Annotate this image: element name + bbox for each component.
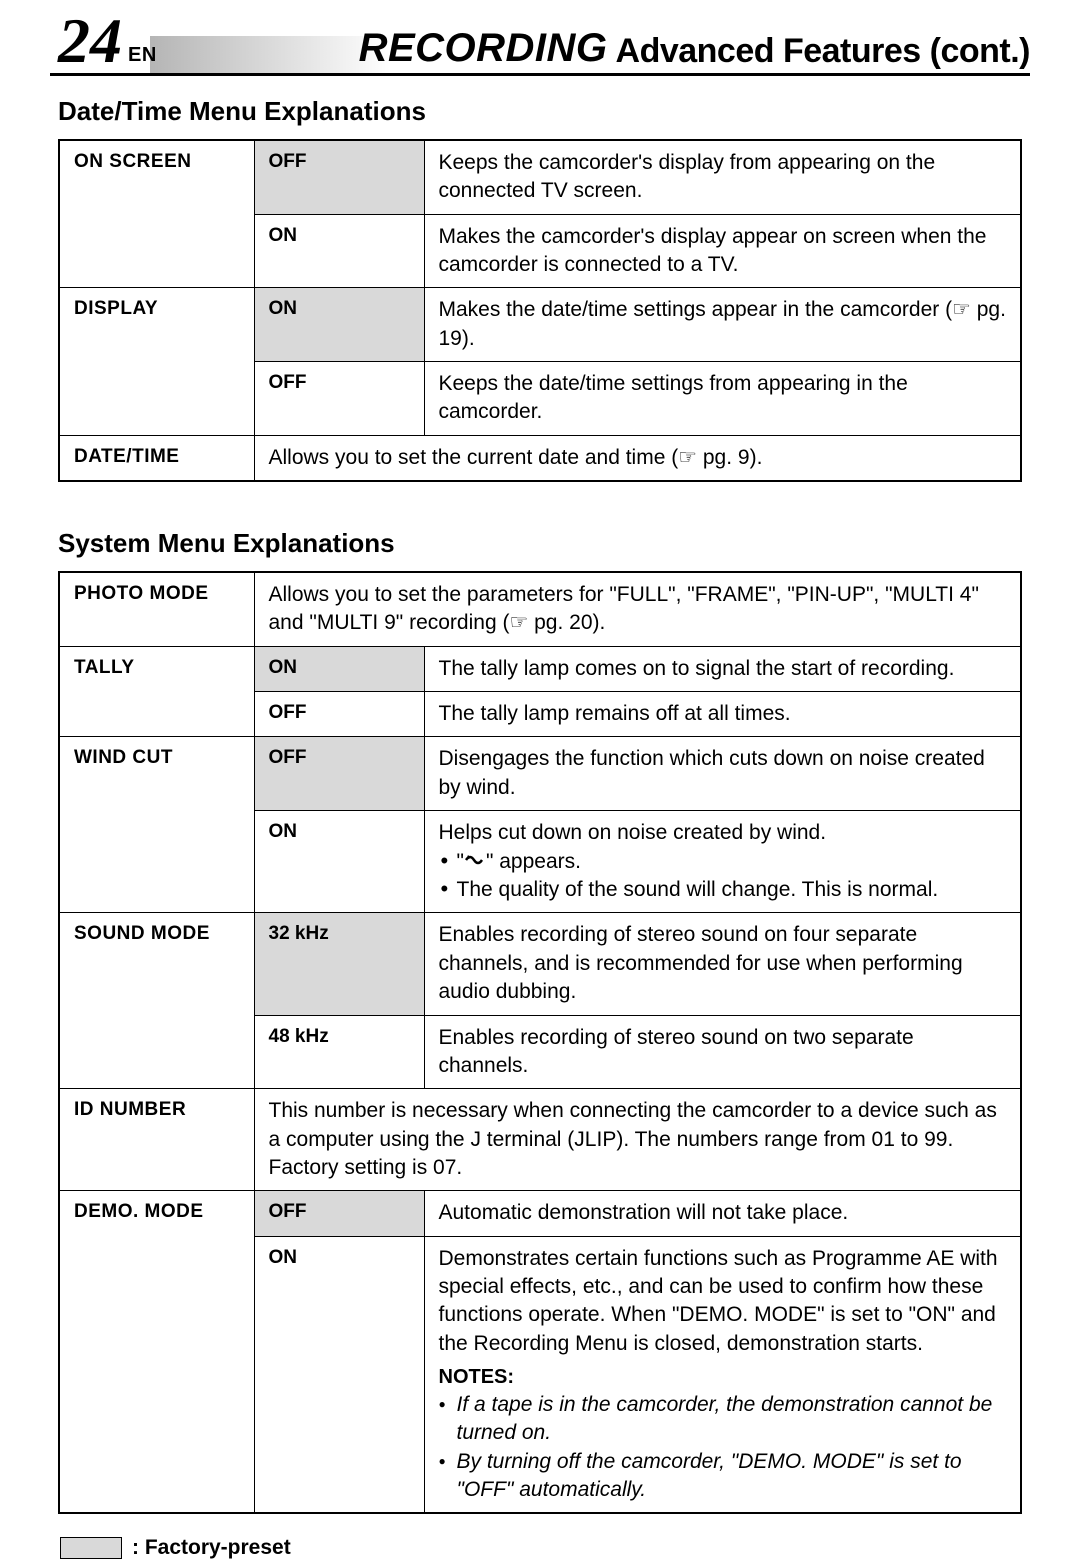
wind-on-line1: Helps cut down on noise created by wind. [439,821,827,844]
desc-date-time: Allows you to set the current date and t… [254,435,1021,481]
legend-swatch [60,1537,122,1559]
date-time-table: ON SCREEN OFF Keeps the camcorder's disp… [58,139,1022,482]
page-number: 24 [50,9,122,73]
desc-demo-on: Demonstrates certain functions such as P… [424,1236,1021,1513]
opt-tally-off: OFF [254,692,424,737]
opt-sound-48: 48 kHz [254,1015,424,1089]
setting-demo-mode: DEMO. MODE [59,1191,254,1514]
setting-wind-cut: WIND CUT [59,737,254,913]
header-title-main: RECORDING [359,26,608,71]
opt-demo-off: OFF [254,1191,424,1236]
page-header: 24 EN RECORDING Advanced Features (cont.… [50,0,1030,76]
opt-wind-on: ON [254,811,424,913]
opt-display-on: ON [254,288,424,362]
opt-demo-on: ON [254,1236,424,1513]
legend-text: : Factory-preset [132,1536,291,1560]
desc-sound-48: Enables recording of stereo sound on two… [424,1015,1021,1089]
desc-display-off: Keeps the date/time settings from appear… [424,362,1021,436]
page-lang: EN [128,44,157,67]
demo-note-1: If a tape is in the camcorder, the demon… [439,1391,1007,1448]
setting-id-number: ID NUMBER [59,1089,254,1191]
desc-demo-off: Automatic demonstration will not take pl… [424,1191,1021,1236]
desc-on-screen-off: Keeps the camcorder's display from appea… [424,140,1021,214]
opt-on-screen-on: ON [254,214,424,288]
header-title-sub: Advanced Features (cont.) [616,32,1030,71]
desc-tally-on: The tally lamp comes on to signal the st… [424,646,1021,691]
desc-id-number: This number is necessary when connecting… [254,1089,1021,1191]
desc-photo-mode: Allows you to set the parameters for "FU… [254,572,1021,646]
desc-tally-off: The tally lamp remains off at all times. [424,692,1021,737]
opt-display-off: OFF [254,362,424,436]
setting-sound-mode: SOUND MODE [59,913,254,1089]
wind-on-line3: The quality of the sound will change. Th… [439,876,1007,904]
opt-sound-32: 32 kHz [254,913,424,1015]
notes-heading: NOTES: [439,1364,1007,1391]
setting-tally: TALLY [59,646,254,737]
setting-photo-mode: PHOTO MODE [59,572,254,646]
desc-wind-off: Disengages the function which cuts down … [424,737,1021,811]
opt-tally-on: ON [254,646,424,691]
system-menu-table: PHOTO MODE Allows you to set the paramet… [58,571,1022,1514]
section1-title: Date/Time Menu Explanations [58,96,1022,127]
setting-on-screen: ON SCREEN [59,140,254,288]
demo-on-para: Demonstrates certain functions such as P… [439,1247,998,1355]
desc-display-on: Makes the date/time settings appear in t… [424,288,1021,362]
opt-on-screen-off: OFF [254,140,424,214]
wind-on-line2: "" appears. [439,848,1007,877]
setting-display: DISPLAY [59,288,254,435]
legend: : Factory-preset [60,1536,1022,1560]
section2-title: System Menu Explanations [58,528,1022,559]
desc-sound-32: Enables recording of stereo sound on fou… [424,913,1021,1015]
opt-wind-off: OFF [254,737,424,811]
demo-note-2: By turning off the camcorder, "DEMO. MOD… [439,1448,1007,1505]
setting-date-time: DATE/TIME [59,435,254,481]
desc-wind-on: Helps cut down on noise created by wind.… [424,811,1021,913]
desc-on-screen-on: Makes the camcorder's display appear on … [424,214,1021,288]
wind-cut-icon [464,848,486,876]
